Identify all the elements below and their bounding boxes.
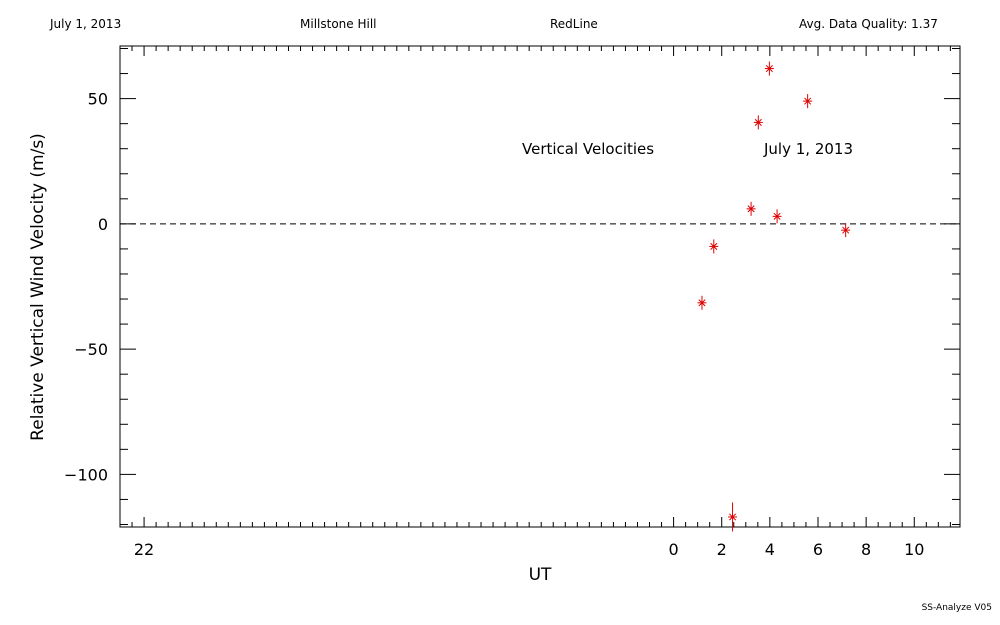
x-tick-label: 6 [813,540,823,559]
x-tick-labels: 22 0 2 4 6 8 10 [134,540,925,559]
marker-stroke [710,242,718,250]
x-tick-label: 2 [717,540,727,559]
x-tick-label: 22 [134,540,154,559]
y-tick-label: 50 [88,90,108,109]
plot-frame [119,45,961,528]
axis-ticks [119,46,960,527]
marker-stroke [804,97,812,105]
x-tick-label: 0 [668,540,678,559]
header-quality: Avg. Data Quality: 1.37 [799,17,938,31]
annotation-date: July 1, 2013 [763,140,853,158]
data-point [803,94,813,109]
x-tick-label: 10 [904,540,924,559]
data-point [746,201,756,216]
x-tick-label: 4 [765,540,775,559]
marker-stroke [747,205,755,213]
marker-stroke [773,212,781,220]
y-tick-label: −100 [64,465,108,484]
annotation-title: Vertical Velocities [522,140,654,158]
marker-stroke [698,299,706,307]
data-point [753,115,763,130]
header-line: RedLine [550,17,598,31]
y-tick-label: −50 [74,340,108,359]
marker-stroke [754,118,762,126]
footer-version: SS-Analyze V05 [921,603,992,613]
data-point [709,239,719,254]
header-date: July 1, 2013 [50,17,122,31]
marker-stroke [765,65,773,73]
marker-stroke [729,513,737,521]
y-tick-labels: 50 0 −50 −100 [64,90,108,485]
data-point [841,223,851,238]
x-tick-label: 8 [861,540,871,559]
data-point [697,295,707,310]
data-point [764,61,774,76]
marker-stroke [842,226,850,234]
data-points [697,61,851,532]
header-site: Millstone Hill [300,17,377,31]
data-point [772,209,782,224]
x-axis-title: UT [529,565,552,585]
y-tick-label: 0 [98,215,108,234]
y-axis-title: Relative Vertical Wind Velocity (m/s) [28,133,48,441]
data-point [728,502,738,532]
